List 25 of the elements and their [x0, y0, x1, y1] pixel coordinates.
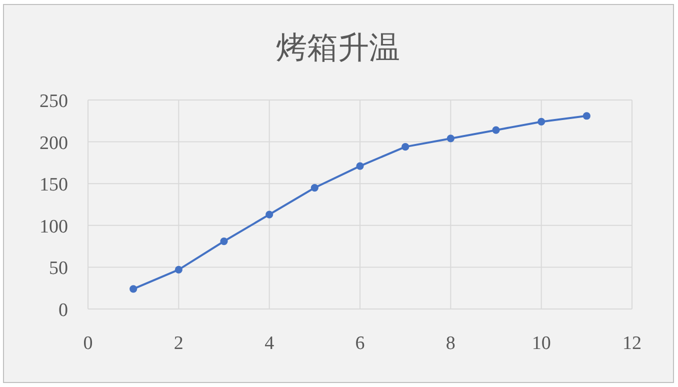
- x-tick-label: 4: [264, 333, 275, 354]
- point: [582, 112, 590, 120]
- point: [402, 143, 410, 151]
- y-tick-label: 150: [40, 174, 68, 196]
- point: [174, 266, 182, 274]
- point: [130, 285, 138, 293]
- x-tick-label: 10: [532, 333, 551, 354]
- y-tick-label: 250: [40, 91, 68, 112]
- point: [538, 118, 546, 126]
- point: [310, 184, 318, 192]
- x-tick-label: 8: [446, 333, 456, 354]
- x-tick-label: 6: [355, 333, 365, 354]
- y-tick-label: 200: [40, 132, 68, 154]
- point: [220, 237, 228, 246]
- x-tick-label: 12: [622, 333, 642, 354]
- y-tick-label: 0: [58, 300, 68, 321]
- x-tick-label: 2: [174, 333, 184, 354]
- y-tick-label: 100: [40, 216, 68, 238]
- x-tick-label: 0: [83, 333, 93, 354]
- point: [266, 210, 274, 218]
- y-tick-label: 50: [49, 258, 68, 280]
- point: [446, 134, 454, 142]
- point: [356, 162, 364, 170]
- point: [492, 126, 500, 134]
- chart-title: 烤箱升温: [276, 30, 400, 66]
